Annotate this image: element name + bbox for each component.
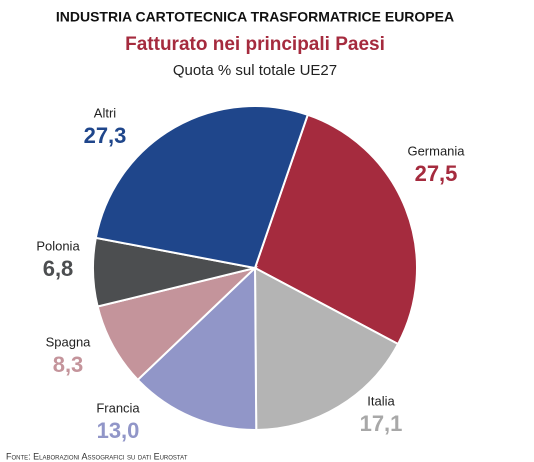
slice-label: Altri — [94, 105, 117, 120]
pie-slice — [253, 113, 418, 346]
pie-slice — [136, 265, 258, 431]
slice-label: Italia — [367, 393, 395, 408]
value-label: 8,3 — [53, 352, 84, 377]
slice-label: Francia — [96, 400, 140, 415]
value-label: 17,1 — [360, 411, 403, 436]
value-label: 6,8 — [43, 256, 74, 281]
value-label: 27,3 — [84, 123, 127, 148]
source-note: Fonte: Elaborazioni Assografici su dati … — [6, 451, 188, 461]
slice-label: Germania — [407, 143, 465, 158]
chart-supertitle: INDUSTRIA CARTOTECNICA TRASFORMATRICE EU… — [56, 9, 454, 25]
pie-slice — [94, 105, 310, 270]
value-label: 13,0 — [97, 418, 140, 443]
pie-slice — [253, 266, 400, 432]
chart-subtitle: Quota % sul totale UE27 — [173, 62, 337, 79]
chart-title: Fatturato nei principali Paesi — [125, 34, 385, 55]
value-label: 27,5 — [415, 161, 458, 186]
slice-label: Spagna — [46, 334, 92, 349]
slice-label: Polonia — [36, 238, 80, 253]
